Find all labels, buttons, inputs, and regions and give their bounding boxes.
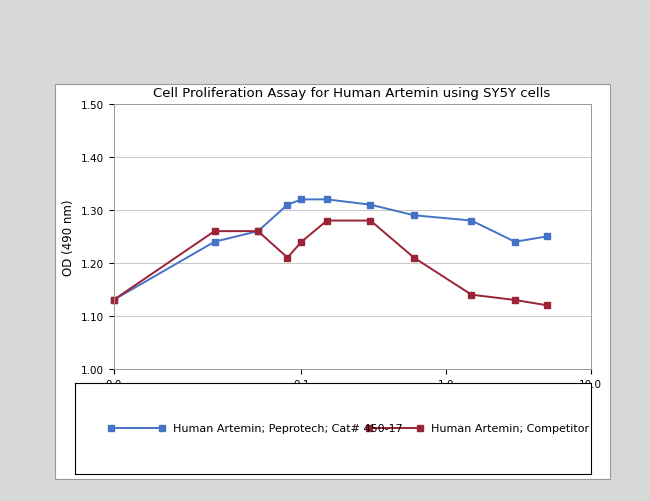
Human Artemin; Competitor (298, 239, 305, 245)
Human Artemin; Competitor (211, 228, 218, 234)
Title: Cell Proliferation Assay for Human Artemin using SY5Y cells: Cell Proliferation Assay for Human Artem… (153, 87, 551, 100)
Human Artemin; Competitor (323, 218, 331, 224)
Human Artemin; Peprotech; Cat# 450-17 (467, 218, 475, 224)
Human Artemin; Peprotech; Cat# 450-17 (410, 213, 418, 219)
Human Artemin; Competitor (511, 298, 519, 304)
Human Artemin; Peprotech; Cat# 450-17 (211, 239, 218, 245)
Human Artemin; Competitor (410, 255, 418, 261)
Line: Human Artemin; Competitor: Human Artemin; Competitor (111, 218, 550, 309)
Human Artemin; Competitor (467, 292, 475, 298)
Human Artemin; Peprotech; Cat# 450-17 (254, 228, 262, 234)
Human Artemin; Peprotech; Cat# 450-17 (367, 202, 374, 208)
Human Artemin; Competitor (367, 218, 374, 224)
Human Artemin; Peprotech; Cat# 450-17 (511, 239, 519, 245)
Human Artemin; Peprotech; Cat# 450-17 (298, 197, 305, 203)
Text: Human Artemin; Competitor: Human Artemin; Competitor (430, 423, 589, 433)
Human Artemin; Competitor (543, 303, 551, 309)
Text: Human Artemin; Peprotech; Cat# 450-17: Human Artemin; Peprotech; Cat# 450-17 (172, 423, 402, 433)
Human Artemin; Competitor (254, 228, 262, 234)
Human Artemin; Peprotech; Cat# 450-17 (323, 197, 331, 203)
Human Artemin; Peprotech; Cat# 450-17 (543, 234, 551, 240)
X-axis label: h-Artemin (ug/ml) [log scale]: h-Artemin (ug/ml) [log scale] (266, 394, 437, 407)
Y-axis label: OD (490 nm): OD (490 nm) (62, 199, 75, 275)
Line: Human Artemin; Peprotech; Cat# 450-17: Human Artemin; Peprotech; Cat# 450-17 (111, 197, 550, 303)
Human Artemin; Competitor (283, 255, 291, 261)
Human Artemin; Competitor (110, 298, 118, 304)
Human Artemin; Peprotech; Cat# 450-17 (283, 202, 291, 208)
Human Artemin; Peprotech; Cat# 450-17 (110, 298, 118, 304)
